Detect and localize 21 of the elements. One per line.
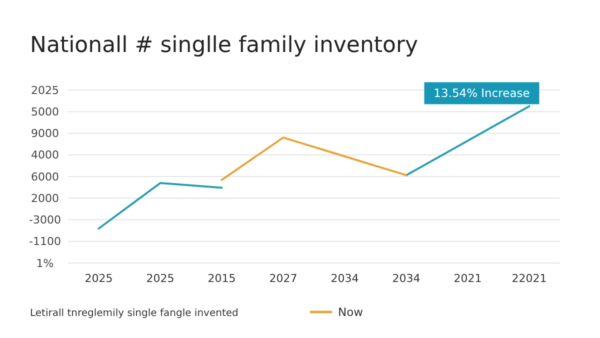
text: Letirall tnreglemily single fangle invented — [30, 308, 238, 319]
category-label: 2025 — [31, 84, 59, 97]
chart-title: Nationall # singlle family inventory — [30, 33, 418, 58]
category-label: -1100 — [29, 235, 61, 248]
x-tick-label: 2025 — [84, 272, 113, 285]
annotation: 13.54% Increase — [434, 86, 530, 100]
category-label: 2000 — [31, 192, 59, 205]
x-tick-label: 2034 — [330, 272, 359, 285]
x-tick-label: 2025 — [146, 272, 174, 285]
x-tick-label: 22021 — [512, 272, 547, 285]
x-tick-label: 2021 — [454, 272, 482, 285]
category-label: 6000 — [31, 170, 59, 184]
x-tick-label: 2015 — [208, 272, 236, 285]
x-tick-label: 2027 — [269, 272, 298, 285]
category-label: -3000 — [29, 214, 61, 227]
category-label: 4000 — [31, 148, 59, 162]
category-label: 9000 — [31, 127, 59, 140]
category-label: 5000 — [31, 105, 59, 118]
category-label: 1% — [36, 256, 54, 270]
legend-label: Now — [338, 305, 364, 320]
x-tick-label: 2034 — [392, 272, 420, 285]
